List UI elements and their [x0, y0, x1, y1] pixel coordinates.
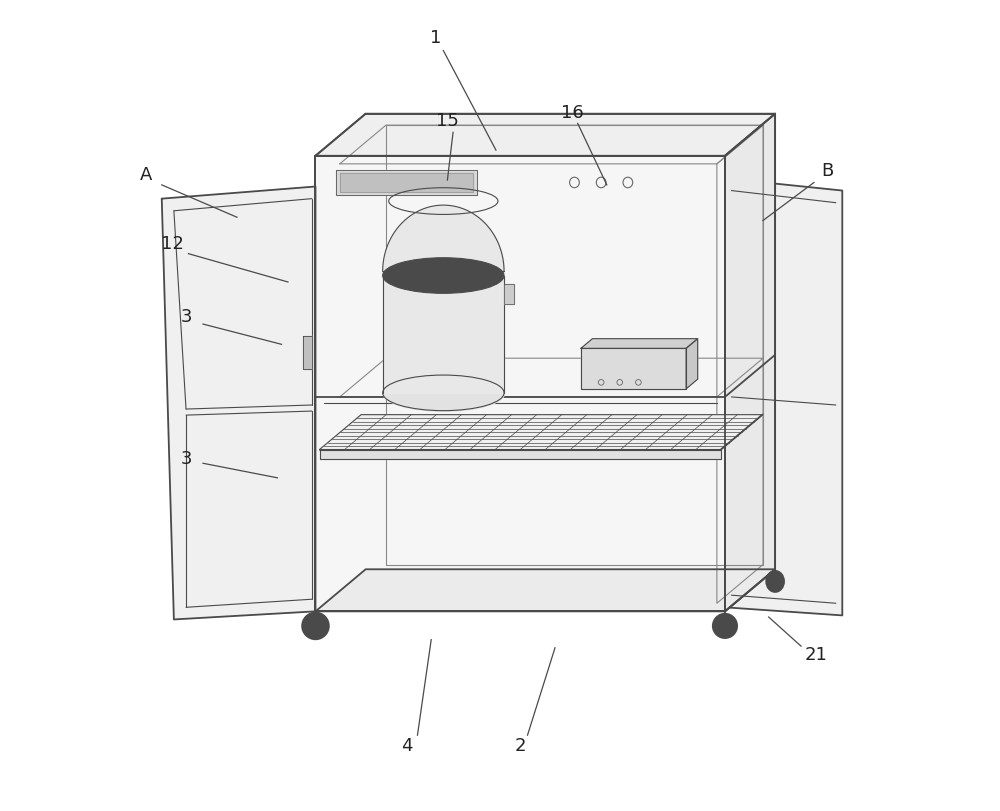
- Polygon shape: [717, 126, 763, 603]
- Text: 2: 2: [514, 736, 526, 754]
- Ellipse shape: [766, 571, 784, 592]
- Text: A: A: [140, 166, 153, 184]
- Polygon shape: [504, 285, 514, 304]
- Polygon shape: [315, 569, 775, 611]
- Ellipse shape: [383, 259, 504, 294]
- Polygon shape: [725, 114, 775, 611]
- Polygon shape: [581, 349, 686, 389]
- Polygon shape: [315, 114, 775, 157]
- Polygon shape: [315, 157, 725, 611]
- Polygon shape: [303, 337, 312, 369]
- Polygon shape: [581, 339, 698, 349]
- Polygon shape: [162, 187, 315, 620]
- Ellipse shape: [713, 614, 737, 638]
- Text: 16: 16: [561, 104, 584, 122]
- Polygon shape: [320, 450, 721, 460]
- Text: 3: 3: [180, 449, 192, 467]
- Text: 3: 3: [180, 307, 192, 325]
- Polygon shape: [336, 171, 477, 195]
- Polygon shape: [340, 126, 763, 165]
- Polygon shape: [340, 174, 473, 193]
- Text: 15: 15: [436, 112, 459, 130]
- Polygon shape: [340, 358, 763, 397]
- Polygon shape: [383, 277, 504, 393]
- Polygon shape: [725, 179, 842, 616]
- Ellipse shape: [302, 613, 329, 640]
- Text: 21: 21: [804, 646, 827, 663]
- Text: B: B: [822, 162, 834, 180]
- Polygon shape: [686, 339, 698, 389]
- Polygon shape: [386, 126, 763, 564]
- Text: 1: 1: [430, 28, 441, 47]
- Text: 4: 4: [401, 736, 413, 754]
- Polygon shape: [320, 415, 762, 450]
- Text: 12: 12: [161, 235, 184, 253]
